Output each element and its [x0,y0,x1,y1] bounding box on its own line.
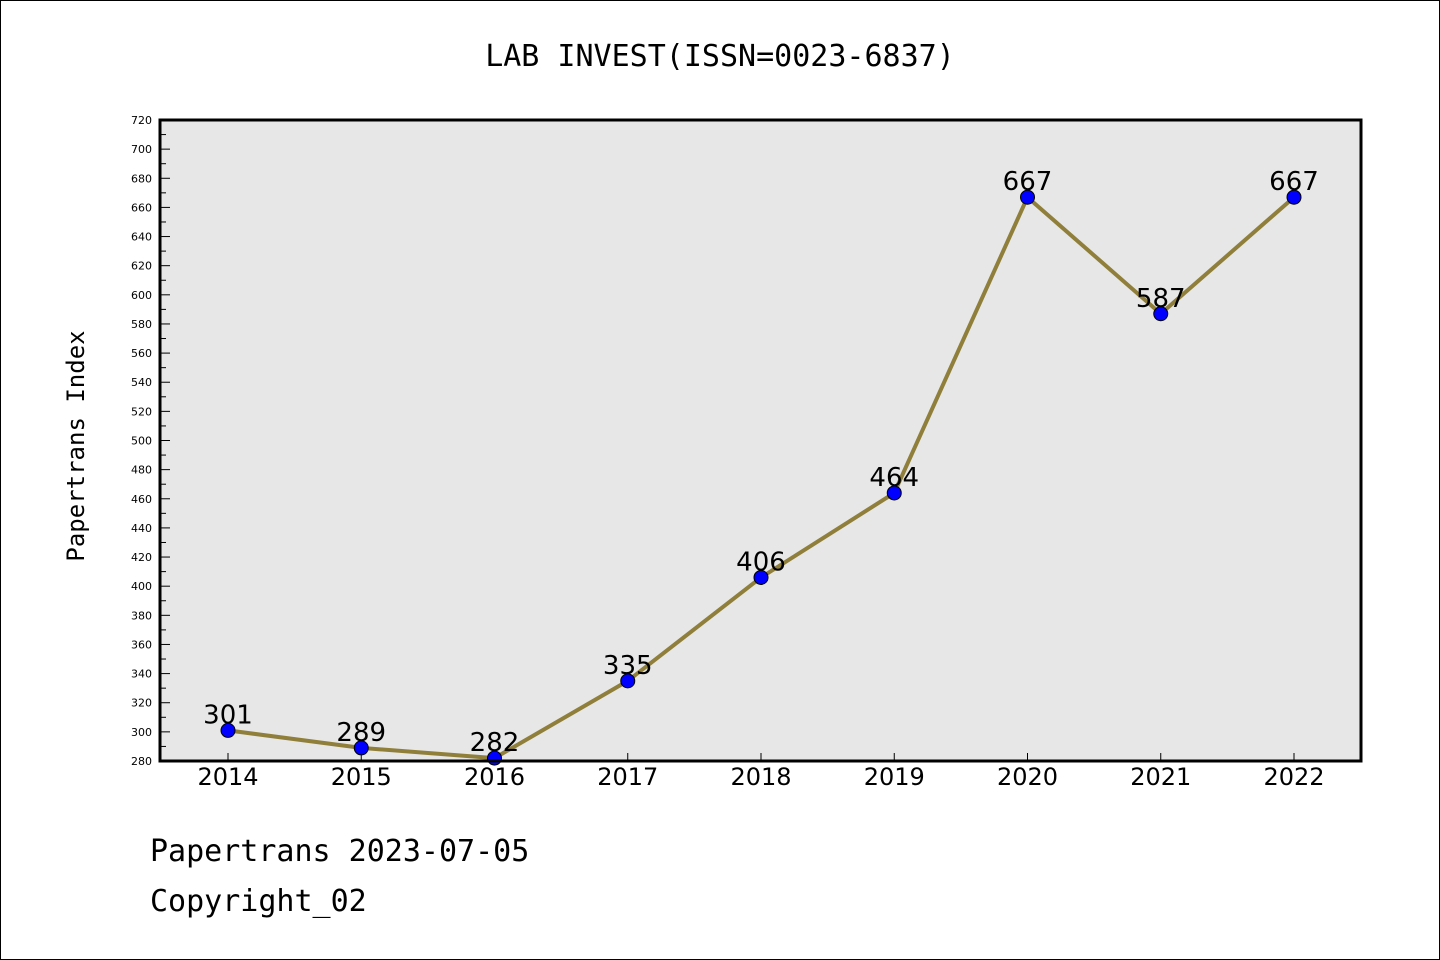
data-point [220,722,236,738]
y-tick-label: 700 [131,143,152,156]
data-point [753,569,769,585]
y-axis-label: Papertrans Index [62,330,90,561]
y-tick-label: 480 [131,464,152,477]
y-tick-label: 360 [131,638,152,651]
y-tick-label: 600 [131,289,152,302]
data-label: 667 [1003,167,1053,197]
data-label: 282 [470,728,520,758]
data-label: 289 [336,718,386,748]
y-axis: 280 300 320 340 360 380 400 420 440 460 480 500 520 5… [131,114,170,768]
chart-title: LAB INVEST(ISSN=0023-6837) [485,39,955,74]
y-tick-label: 440 [131,522,152,535]
x-tick-label: 2014 [197,763,258,791]
y-tick-label: 660 [131,201,152,214]
x-tick-label: 2018 [730,763,791,791]
data-label: 335 [603,651,653,681]
data-label: 667 [1269,167,1319,197]
plot-area [160,120,1361,761]
footer-copyright: Copyright_02 [150,884,367,919]
y-tick-label: 680 [131,172,152,185]
y-tick-label: 460 [131,493,152,506]
y-tick-label: 320 [131,697,152,710]
y-tick-label: 500 [131,435,152,448]
data-point [1286,189,1302,205]
data-label: 464 [869,463,919,493]
x-tick-label: 2017 [597,763,658,791]
y-tick-label: 280 [131,755,152,768]
y-tick-label: 540 [131,376,152,389]
y-tick-label: 420 [131,551,152,564]
y-tick-label: 560 [131,347,152,360]
data-point [353,740,369,756]
data-point [1153,306,1169,322]
data-point [620,673,636,689]
y-tick-label: 580 [131,318,152,331]
x-axis: 2014 2015 2016 2017 2018 2019 2020 2021 2022 [197,753,1325,791]
y-tick-label: 300 [131,726,152,739]
y-tick-label: 340 [131,668,152,681]
y-tick-label: 640 [131,231,152,244]
x-tick-label: 2020 [997,763,1058,791]
x-tick-label: 2015 [331,763,392,791]
x-tick-label: 2021 [1130,763,1191,791]
plot-border [158,118,1363,763]
footer-date-line: Papertrans 2023-07-05 [150,834,530,869]
data-point [886,485,902,501]
y-tick-label: 720 [131,114,152,127]
data-label: 301 [203,700,253,730]
y-tick-label: 520 [131,405,152,418]
data-point [1020,189,1035,205]
x-tick-label: 2022 [1263,763,1324,791]
y-tick-label: 400 [131,580,152,593]
y-tick-label: 620 [131,260,152,273]
x-tick-label: 2019 [864,763,925,791]
x-tick-label: 2016 [464,763,525,791]
data-label: 587 [1136,284,1186,314]
data-label: 406 [736,547,786,577]
data-labels: 301 289 282 335 406 464 667 587 667 [203,167,1319,758]
y-tick-label: 380 [131,609,152,622]
